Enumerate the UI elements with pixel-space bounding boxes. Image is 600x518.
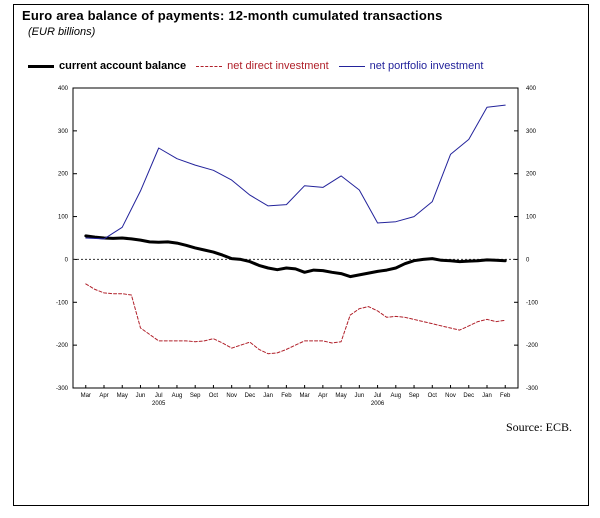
source-note: Source: ECB. [506, 420, 572, 434]
legend-swatch-direct-investment [196, 65, 223, 67]
legend-item-portfolio-investment: net portfolio investment [338, 60, 484, 72]
y-tick-label-right: -100 [526, 300, 539, 306]
legend-swatch-current-account [28, 64, 54, 68]
y-tick-label-right: 0 [526, 257, 530, 263]
x-tick-label: May [335, 393, 346, 399]
x-tick-label: Sep [190, 393, 201, 399]
y-tick-label-right: -200 [526, 343, 539, 349]
y-tick-label-left: 200 [58, 172, 69, 178]
y-tick-label-left: 300 [58, 129, 69, 135]
x-tick-label: Aug [172, 393, 183, 399]
x-year-label: 2005 [152, 401, 166, 407]
y-tick-label-left: 0 [65, 257, 69, 263]
x-tick-label: Feb [281, 393, 292, 399]
x-tick-label: Feb [500, 393, 511, 399]
y-tick-label-left: -200 [56, 343, 69, 349]
x-tick-label: Sep [409, 393, 420, 399]
legend-label-portfolio-investment: net portfolio investment [369, 60, 484, 72]
x-tick-label: Nov [445, 393, 456, 399]
y-tick-label-right: 100 [526, 215, 537, 221]
x-tick-label: Mar [81, 393, 91, 399]
y-tick-label-right: 200 [526, 172, 537, 178]
y-tick-label-right: -300 [526, 386, 539, 392]
x-tick-label: Jul [155, 393, 163, 399]
x-tick-label: Apr [99, 393, 108, 399]
x-tick-label: Dec [245, 393, 256, 399]
x-tick-label: Mar [299, 393, 309, 399]
chart-subtitle: (EUR billions) [28, 26, 96, 38]
series-line-direct-investment [85, 283, 506, 355]
x-tick-label: Dec [463, 393, 474, 399]
y-tick-label-left: 400 [58, 86, 69, 92]
x-tick-label: Apr [318, 393, 327, 399]
y-tick-label-left: -300 [56, 386, 69, 392]
legend-item-current-account: current account balance [28, 60, 186, 72]
plot-area [72, 87, 519, 389]
x-tick-label: Nov [226, 393, 237, 399]
x-tick-label: Oct [428, 393, 438, 399]
chart-title: Euro area balance of payments: 12-month … [22, 8, 443, 23]
y-tick-label-left: -100 [56, 300, 69, 306]
x-tick-label: Aug [390, 393, 401, 399]
series-line-portfolio-investment [85, 104, 506, 240]
x-tick-label: Jan [263, 393, 273, 399]
legend-item-direct-investment: net direct investment [196, 60, 329, 72]
x-tick-label: Jul [374, 393, 382, 399]
x-tick-label: Jan [482, 393, 492, 399]
legend-label-direct-investment: net direct investment [227, 60, 329, 72]
x-tick-label: May [117, 393, 128, 399]
y-tick-label-left: 100 [58, 215, 69, 221]
series-line-current-account [84, 234, 507, 279]
chart-legend: current account balance net direct inves… [28, 58, 493, 74]
x-year-label: 2006 [371, 401, 385, 407]
legend-label-current-account: current account balance [59, 60, 187, 72]
y-tick-label-right: 300 [526, 129, 537, 135]
x-tick-label: Jun [136, 393, 146, 399]
x-tick-label: Oct [209, 393, 219, 399]
y-tick-label-right: 400 [526, 86, 537, 92]
x-tick-label: Jun [354, 393, 364, 399]
legend-swatch-portfolio-investment [338, 65, 365, 67]
